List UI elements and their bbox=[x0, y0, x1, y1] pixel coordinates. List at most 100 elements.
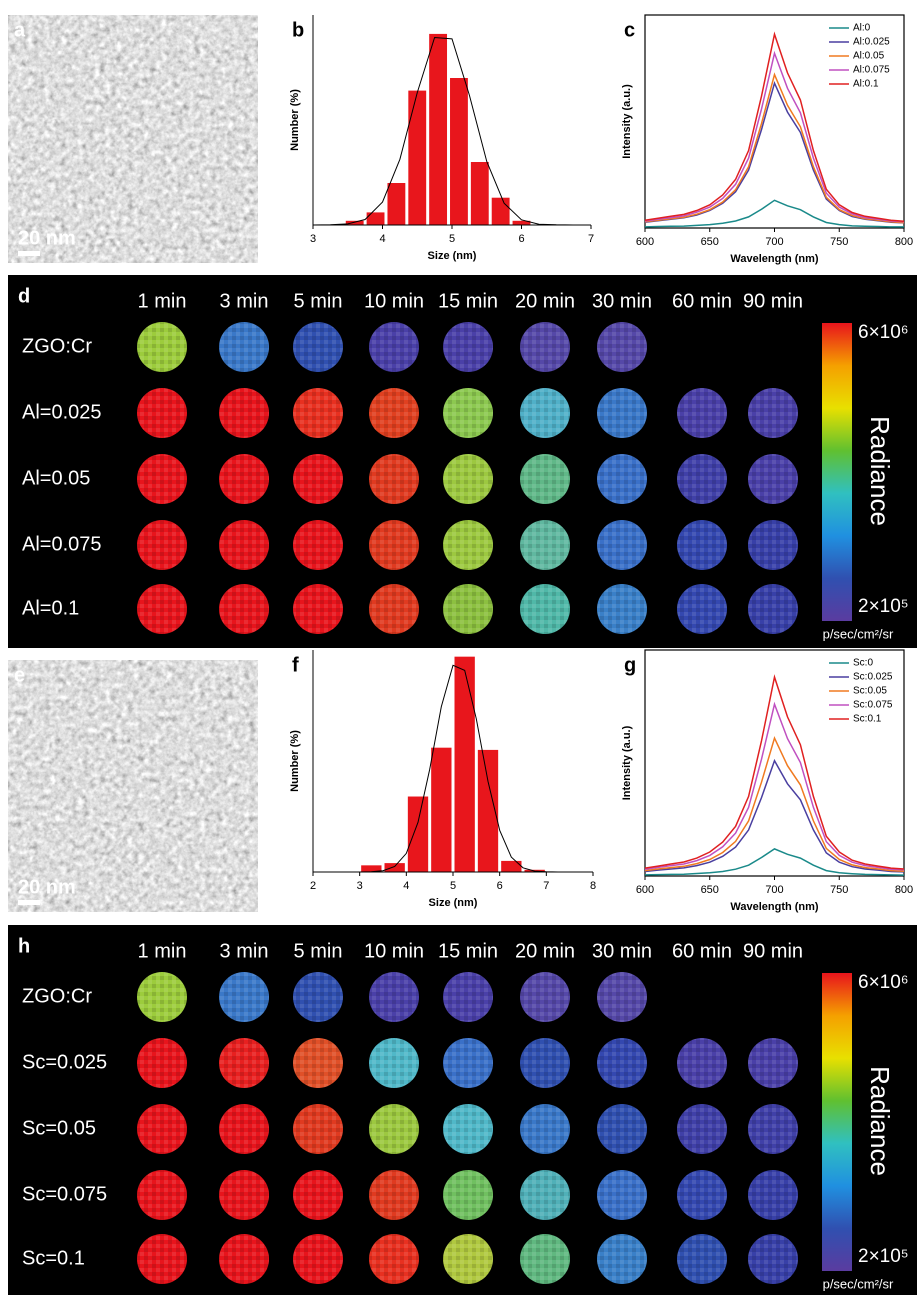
well-texture bbox=[748, 454, 798, 504]
well-texture bbox=[443, 454, 493, 504]
well-texture bbox=[677, 1234, 727, 1284]
x-axis-label: Size (nm) bbox=[428, 250, 477, 262]
plot-frame bbox=[645, 650, 904, 876]
well-texture bbox=[443, 322, 493, 372]
panel-letter: h bbox=[18, 935, 30, 957]
x-tick-label: 600 bbox=[636, 884, 654, 896]
scale-bar bbox=[18, 900, 40, 905]
bar bbox=[471, 162, 489, 225]
legend-label: Al:0.025 bbox=[853, 37, 890, 48]
well-texture bbox=[137, 322, 187, 372]
x-tick-label: 3 bbox=[310, 233, 316, 245]
well-texture bbox=[219, 1038, 269, 1088]
row-label: Sc=0.075 bbox=[22, 1183, 107, 1205]
column-label: 15 min bbox=[438, 940, 498, 962]
well-texture bbox=[219, 520, 269, 570]
well-texture bbox=[219, 1170, 269, 1220]
row-label: Al=0.1 bbox=[22, 597, 79, 619]
well-texture bbox=[137, 1038, 187, 1088]
legend-label: Al:0.075 bbox=[853, 65, 890, 76]
well-texture bbox=[293, 972, 343, 1022]
x-tick-label: 750 bbox=[830, 884, 848, 896]
legend-label: Al:0 bbox=[853, 23, 871, 34]
well-texture bbox=[597, 454, 647, 504]
row-label: ZGO:Cr bbox=[22, 335, 92, 357]
colorbar-min: 2×10⁵ bbox=[858, 596, 909, 617]
legend-label: Al:0.1 bbox=[853, 79, 879, 90]
x-tick-label: 650 bbox=[701, 236, 719, 248]
well-texture bbox=[520, 1038, 570, 1088]
well-texture bbox=[369, 322, 419, 372]
well-texture bbox=[293, 1234, 343, 1284]
tem-image bbox=[8, 15, 258, 263]
well-texture bbox=[597, 322, 647, 372]
colorbar bbox=[822, 323, 852, 621]
x-tick-label: 5 bbox=[450, 880, 456, 892]
spectrum-line bbox=[645, 738, 904, 871]
legend-label: Al:0.05 bbox=[853, 51, 885, 62]
colorbar bbox=[822, 973, 852, 1271]
well-texture bbox=[443, 1038, 493, 1088]
column-label: 30 min bbox=[592, 940, 652, 962]
well-texture bbox=[293, 388, 343, 438]
x-tick-label: 7 bbox=[588, 233, 594, 245]
colorbar-min: 2×10⁵ bbox=[858, 1246, 909, 1267]
figure: a20 nme20 nmbNumber (%)Size (nm)34567cIn… bbox=[0, 0, 917, 1295]
well-texture bbox=[748, 584, 798, 634]
x-tick-label: 2 bbox=[310, 880, 316, 892]
column-label: 3 min bbox=[220, 940, 269, 962]
row-label: Sc=0.05 bbox=[22, 1117, 96, 1139]
scale-bar-label: 20 nm bbox=[18, 227, 76, 249]
column-label: 60 min bbox=[672, 290, 732, 312]
well-texture bbox=[597, 584, 647, 634]
well-texture bbox=[520, 584, 570, 634]
well-texture bbox=[137, 520, 187, 570]
legend-label: Sc:0.075 bbox=[853, 700, 893, 711]
well-texture bbox=[748, 1170, 798, 1220]
well-texture bbox=[369, 520, 419, 570]
x-tick-label: 7 bbox=[543, 880, 549, 892]
legend-label: Sc:0 bbox=[853, 658, 873, 669]
well-texture bbox=[748, 388, 798, 438]
tem-image bbox=[8, 660, 258, 912]
row-label: Al=0.075 bbox=[22, 533, 102, 555]
well-texture bbox=[677, 584, 727, 634]
column-label: 10 min bbox=[364, 940, 424, 962]
bar bbox=[431, 748, 451, 872]
spectrum-line bbox=[645, 83, 904, 223]
well-texture bbox=[597, 1104, 647, 1154]
x-tick-label: 700 bbox=[765, 884, 783, 896]
x-tick-label: 6 bbox=[518, 233, 524, 245]
well-texture bbox=[520, 1170, 570, 1220]
x-tick-label: 4 bbox=[379, 233, 385, 245]
well-texture bbox=[137, 454, 187, 504]
well-texture bbox=[369, 1104, 419, 1154]
well-texture bbox=[369, 454, 419, 504]
scale-bar bbox=[18, 251, 40, 256]
well-texture bbox=[748, 1234, 798, 1284]
well-texture bbox=[520, 520, 570, 570]
x-tick-label: 6 bbox=[497, 880, 503, 892]
panel-letter: g bbox=[624, 654, 636, 676]
well-texture bbox=[520, 322, 570, 372]
well-texture bbox=[677, 1104, 727, 1154]
colorbar-max: 6×10⁶ bbox=[858, 972, 909, 993]
x-tick-label: 800 bbox=[895, 884, 913, 896]
x-tick-label: 650 bbox=[701, 884, 719, 896]
well-texture bbox=[520, 972, 570, 1022]
well-texture bbox=[293, 322, 343, 372]
column-label: 90 min bbox=[743, 940, 803, 962]
bar bbox=[429, 34, 447, 225]
column-label: 20 min bbox=[515, 940, 575, 962]
bar bbox=[450, 78, 468, 225]
page-body: {"tem_images": [{"panel": "a", "scale_ba… bbox=[0, 0, 917, 1295]
x-axis-label: Wavelength (nm) bbox=[730, 253, 819, 265]
well-texture bbox=[597, 388, 647, 438]
well-texture bbox=[219, 1234, 269, 1284]
well-texture bbox=[677, 1038, 727, 1088]
well-texture bbox=[677, 1170, 727, 1220]
well-texture bbox=[137, 1234, 187, 1284]
well-texture bbox=[597, 972, 647, 1022]
panel-letter: e bbox=[14, 664, 25, 686]
y-axis-label: Number (%) bbox=[289, 730, 301, 792]
